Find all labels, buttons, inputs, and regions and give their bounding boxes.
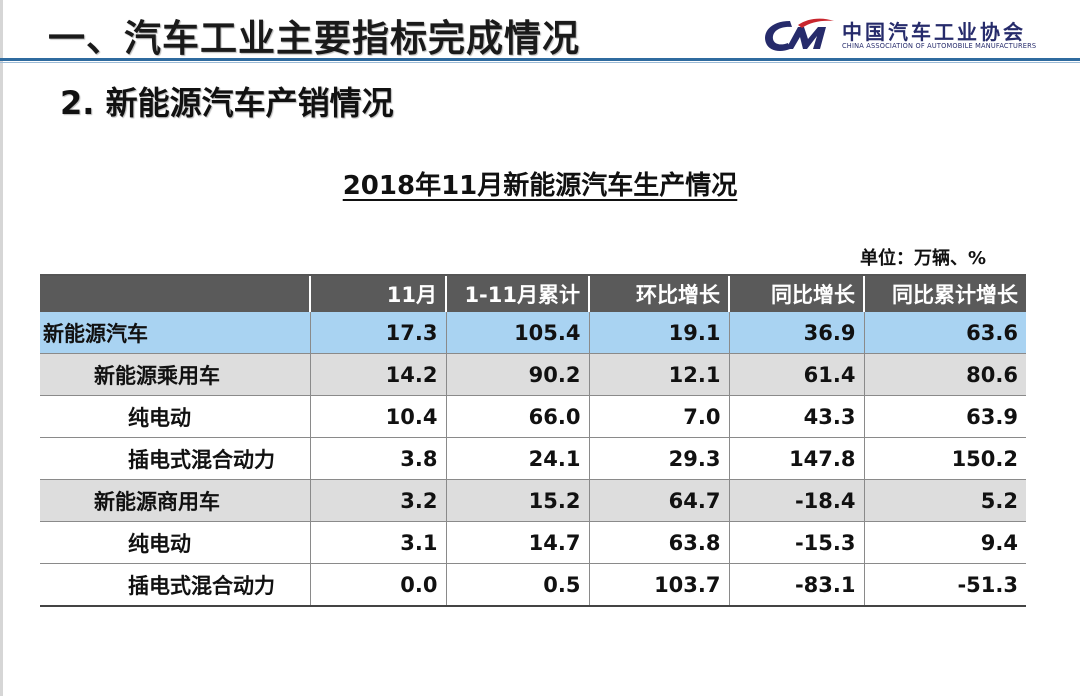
table-title: 2018年11月新能源汽车生产情况 (342, 171, 738, 201)
column-header-yoy-cumulative-growth: 同比累计增长 (863, 274, 1026, 312)
cell-cumulative: 105.4 (445, 312, 589, 354)
cell-mom-growth: 29.3 (588, 437, 729, 480)
column-header-yoy-growth: 同比增长 (728, 274, 864, 312)
header-divider (0, 58, 1080, 61)
cell-yoy-growth: 61.4 (728, 353, 864, 396)
cell-yoy-growth: 147.8 (728, 437, 864, 480)
table-row: 新能源商用车 3.2 15.2 64.7 -18.4 5.2 (40, 479, 1026, 522)
cell-yoy-growth: -18.4 (728, 479, 864, 522)
cell-yoy-cumulative-growth: 5.2 (863, 479, 1026, 522)
table-row: 新能源汽车 17.3 105.4 19.1 36.9 63.6 (40, 312, 1026, 354)
row-label: 新能源商用车 (40, 479, 310, 522)
cell-yoy-cumulative-growth: 63.6 (863, 312, 1026, 354)
row-label: 新能源乘用车 (40, 353, 310, 396)
caam-logo: 中国汽车工业协会 CHINA ASSOCIATION OF AUTOMOBILE… (760, 15, 1060, 57)
cell-month: 14.2 (309, 353, 446, 396)
cell-mom-growth: 7.0 (588, 395, 729, 438)
unit-label: 单位：万辆、% (860, 248, 987, 269)
section-title: 一、汽车工业主要指标完成情况 (48, 17, 580, 60)
cell-month: 3.8 (309, 437, 446, 480)
cell-mom-growth: 103.7 (588, 563, 729, 607)
cell-mom-growth: 64.7 (588, 479, 729, 522)
cell-yoy-growth: 36.9 (728, 312, 864, 354)
cell-yoy-cumulative-growth: -51.3 (863, 563, 1026, 607)
cell-month: 0.0 (309, 563, 446, 607)
logo-english-name: CHINA ASSOCIATION OF AUTOMOBILE MANUFACT… (842, 42, 1037, 50)
table-row: 插电式混合动力 0.0 0.5 103.7 -83.1 -51.3 (40, 563, 1026, 607)
row-label: 纯电动 (40, 521, 310, 564)
cell-yoy-growth: -83.1 (728, 563, 864, 607)
table-row: 插电式混合动力 3.8 24.1 29.3 147.8 150.2 (40, 437, 1026, 480)
table-row: 纯电动 3.1 14.7 63.8 -15.3 9.4 (40, 521, 1026, 564)
table-header-row: 11月 1-11月累计 环比增长 同比增长 同比累计增长 (40, 274, 1026, 312)
cell-cumulative: 15.2 (445, 479, 589, 522)
cell-mom-growth: 63.8 (588, 521, 729, 564)
column-header-blank (40, 274, 310, 312)
cell-cumulative: 66.0 (445, 395, 589, 438)
header-divider-thin (0, 62, 1080, 63)
cell-yoy-growth: 43.3 (728, 395, 864, 438)
cell-yoy-cumulative-growth: 63.9 (863, 395, 1026, 438)
cell-yoy-cumulative-growth: 150.2 (863, 437, 1026, 480)
cell-month: 3.2 (309, 479, 446, 522)
row-label: 新能源汽车 (40, 312, 310, 354)
caam-logo-icon (765, 18, 834, 51)
slide-left-edge (0, 0, 3, 696)
column-header-mom-growth: 环比增长 (588, 274, 729, 312)
subsection-title: 2. 新能源汽车产销情况 (60, 84, 394, 122)
cell-cumulative: 0.5 (445, 563, 589, 607)
row-label: 插电式混合动力 (40, 563, 310, 607)
cell-month: 3.1 (309, 521, 446, 564)
logo-chinese-name: 中国汽车工业协会 (842, 20, 1026, 44)
column-header-month: 11月 (309, 274, 446, 312)
production-table: 11月 1-11月累计 环比增长 同比增长 同比累计增长 新能源汽车 17.3 10… (40, 274, 1026, 607)
cell-month: 10.4 (309, 395, 446, 438)
table-row: 纯电动 10.4 66.0 7.0 43.3 63.9 (40, 395, 1026, 438)
table-row: 新能源乘用车 14.2 90.2 12.1 61.4 80.6 (40, 353, 1026, 396)
cell-yoy-cumulative-growth: 80.6 (863, 353, 1026, 396)
cell-mom-growth: 19.1 (588, 312, 729, 354)
cell-mom-growth: 12.1 (588, 353, 729, 396)
column-header-cumulative: 1-11月累计 (445, 274, 589, 312)
cell-yoy-cumulative-growth: 9.4 (863, 521, 1026, 564)
cell-yoy-growth: -15.3 (728, 521, 864, 564)
cell-cumulative: 24.1 (445, 437, 589, 480)
cell-cumulative: 14.7 (445, 521, 589, 564)
cell-month: 17.3 (309, 312, 446, 354)
row-label: 纯电动 (40, 395, 310, 438)
row-label: 插电式混合动力 (40, 437, 310, 480)
cell-cumulative: 90.2 (445, 353, 589, 396)
